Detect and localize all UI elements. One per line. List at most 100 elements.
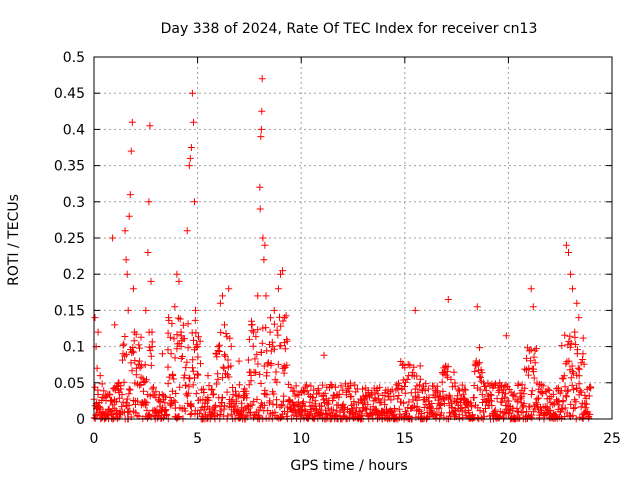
data-point [270, 306, 278, 314]
data-point-baseline [192, 390, 200, 398]
data-point-baseline [243, 394, 251, 402]
data-point-baseline [189, 356, 197, 364]
data-point-baseline [312, 400, 320, 408]
y-tick-label: 0.2 [63, 267, 85, 283]
data-point-baseline [277, 414, 284, 422]
data-point [165, 314, 173, 322]
data-point-baseline [335, 390, 343, 398]
data-point-baseline [244, 403, 252, 411]
x-tick-label: 0 [90, 431, 99, 447]
data-point-baseline [169, 372, 176, 379]
data-point-baseline [530, 374, 538, 382]
data-point-baseline [409, 404, 417, 411]
data-point-baseline [148, 338, 156, 346]
data-point-baseline [126, 386, 134, 394]
tick-labels: 0 0.05 0.1 0.15 0.2 0.25 0.3 0.35 0.4 0.45 0.5 0 5 10… [54, 50, 621, 447]
data-point [175, 277, 183, 285]
data-point-baseline [526, 403, 534, 411]
data-point-baseline [560, 372, 568, 380]
data-point-baseline [252, 333, 260, 341]
data-point-baseline [193, 370, 201, 378]
data-point-baseline [421, 387, 429, 395]
data-point-baseline [503, 401, 511, 409]
data-point-baseline [290, 387, 298, 395]
data-point [320, 351, 328, 359]
data-point-baseline [577, 403, 585, 411]
data-point [262, 292, 270, 300]
data-point [144, 249, 152, 256]
data-point-baseline [460, 385, 468, 393]
data-point-baseline [521, 384, 529, 392]
data-point-baseline [254, 360, 262, 368]
data-point-baseline [297, 405, 305, 413]
data-point-baseline [403, 376, 411, 383]
data-point-baseline [223, 388, 231, 396]
data-point-baseline [137, 333, 145, 341]
data-point-baseline [401, 407, 409, 415]
x-tick-label: 5 [193, 431, 202, 447]
data-point-baseline [164, 380, 172, 388]
data-point-baseline [559, 398, 567, 406]
data-point-baseline [572, 341, 580, 348]
data-point-baseline [166, 333, 174, 341]
data-point [127, 147, 135, 155]
data-point-baseline [164, 346, 172, 354]
data-point-baseline [183, 358, 191, 366]
data-point-baseline [512, 396, 520, 404]
data-point-baseline [564, 386, 572, 394]
data-point-baseline [328, 382, 336, 390]
data-point [579, 350, 587, 358]
data-point-baseline [202, 411, 209, 419]
data-point-baseline [221, 352, 229, 360]
data-point-baseline [205, 396, 213, 404]
data-point [562, 241, 570, 249]
data-point-baseline [258, 339, 266, 347]
data-point-baseline [516, 414, 524, 422]
data-point-baseline [443, 367, 451, 375]
data-point-baseline [253, 395, 261, 403]
data-point-baseline [192, 329, 200, 337]
data-point [98, 393, 106, 401]
data-point-baseline [219, 374, 227, 382]
data-point-baseline [448, 403, 456, 411]
data-point-baseline [317, 409, 325, 417]
data-point-baseline [115, 394, 123, 402]
data-point-baseline [255, 414, 263, 422]
data-point-baseline [527, 391, 535, 398]
data-point-baseline [217, 328, 225, 336]
data-point [257, 125, 265, 133]
data-point-baseline [163, 411, 171, 419]
data-point-baseline [533, 395, 541, 403]
data-point-baseline [391, 405, 398, 412]
data-point [225, 285, 233, 293]
data-point-baseline [549, 401, 557, 409]
data-point-baseline [327, 381, 335, 388]
data-point [125, 212, 133, 220]
data-point-baseline [558, 342, 566, 350]
data-point-baseline [329, 406, 337, 414]
data-point-baseline [437, 401, 445, 409]
data-point [266, 328, 274, 336]
y-tick-label: 0.5 [63, 50, 85, 66]
data-point-baseline [189, 364, 196, 372]
data-point-baseline [307, 382, 315, 390]
data-point-baseline [390, 392, 398, 400]
data-point-baseline [567, 400, 575, 408]
data-point-baseline [513, 407, 521, 415]
data-point-baseline [132, 371, 140, 379]
data-point-baseline [104, 412, 111, 420]
data-point-baseline [287, 384, 295, 392]
data-point-baseline [577, 359, 585, 367]
data-point-baseline [123, 395, 131, 403]
data-point-baseline [514, 380, 522, 388]
data-point-baseline [571, 404, 579, 412]
data-point-baseline [273, 326, 281, 334]
data-point-baseline [520, 390, 528, 398]
data-point-baseline [216, 348, 224, 355]
data-point [274, 285, 282, 293]
data-point-baseline [227, 362, 235, 370]
y-tick-label: 0.3 [63, 195, 85, 211]
data-point-baseline [292, 382, 300, 390]
data-point-baseline [318, 402, 326, 410]
data-point [186, 154, 194, 162]
